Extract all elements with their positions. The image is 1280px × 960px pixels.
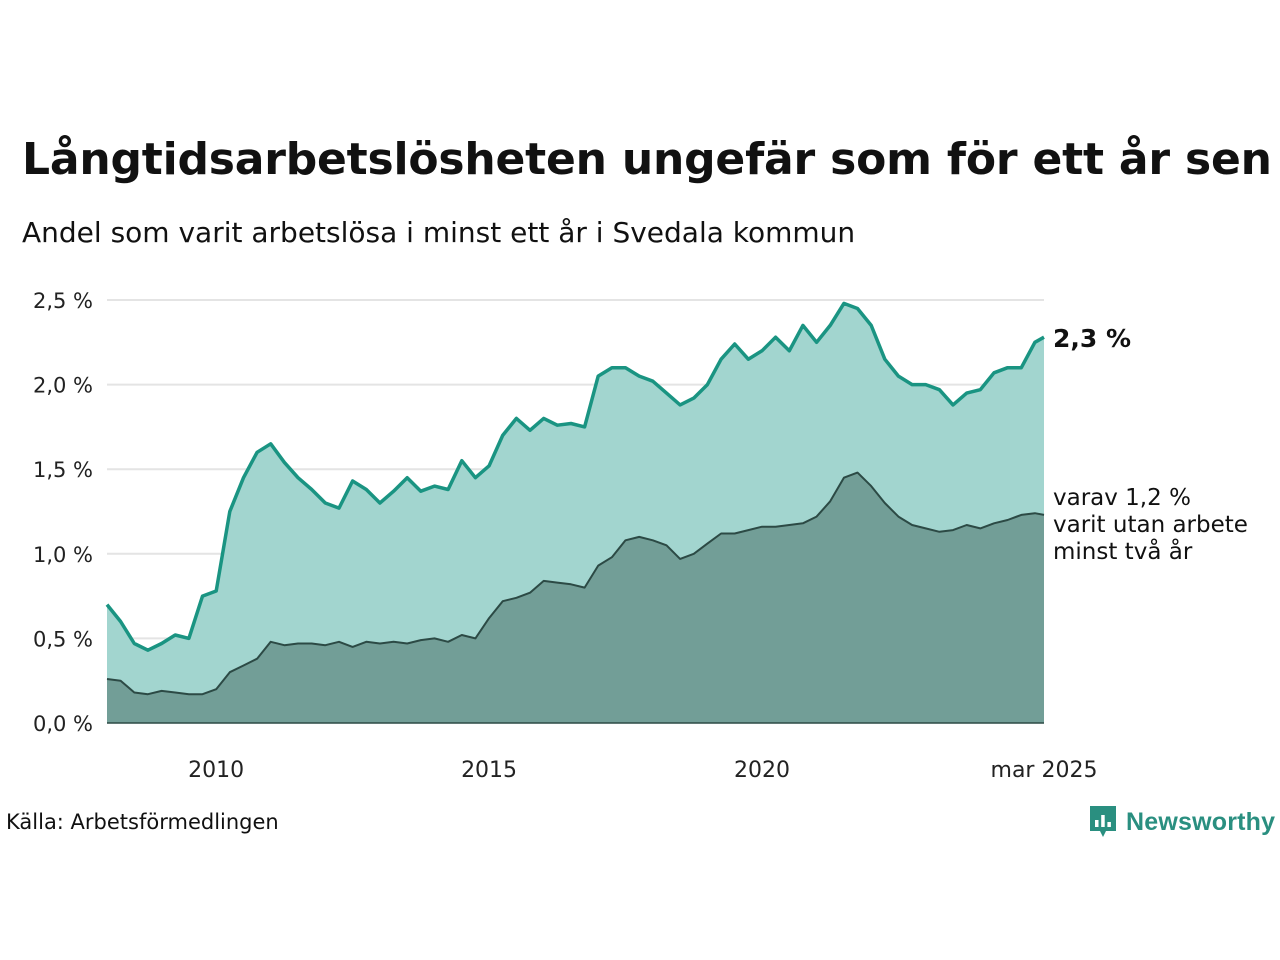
y-tick-label: 2,5 % <box>33 289 93 313</box>
area-unemployed-two-years <box>107 472 1044 723</box>
chart-subtitle: Andel som varit arbetslösa i minst ett å… <box>22 216 856 249</box>
x-tick-label: 2020 <box>734 758 790 783</box>
end-label-series1: 2,3 % <box>1053 324 1131 353</box>
x-tick-label: mar 2025 <box>991 758 1098 783</box>
chart-title: Långtidsarbetslösheten ungefär som för e… <box>22 134 1272 185</box>
end-label-series2-line-3: minst två år <box>1053 537 1193 565</box>
line-unemployed-two-years <box>106 471 1045 696</box>
y-tick-label: 0,5 % <box>33 627 93 651</box>
y-tick-label: 1,0 % <box>33 543 93 567</box>
axes: 0,0 % 0,5 % 1,0 % 1,5 % 2,0 % 2,5 % 2010 2015 20… <box>33 289 1098 783</box>
y-tick-label: 1,5 % <box>33 458 93 482</box>
x-tick-label: 2015 <box>461 758 517 783</box>
newsworthy-logo-icon <box>1090 806 1116 837</box>
brand-logo: Newsworthy <box>1088 802 1275 842</box>
end-label-series2-line-2: varit utan arbete <box>1053 512 1248 538</box>
end-label-series2-line-1: varav 1,2 % <box>1053 485 1191 511</box>
brand-name: Newsworthy <box>1126 807 1276 836</box>
line-long-term-unemployed <box>105 301 1045 652</box>
end-label-series2: varav 1,2 % varit utan arbete minst två … <box>1053 485 1255 565</box>
x-tick-label: 2010 <box>188 758 244 783</box>
source-note: Källa: Arbetsförmedlingen <box>6 810 279 834</box>
y-tick-label: 2,0 % <box>33 374 93 398</box>
y-tick-label: 0,0 % <box>33 712 93 736</box>
